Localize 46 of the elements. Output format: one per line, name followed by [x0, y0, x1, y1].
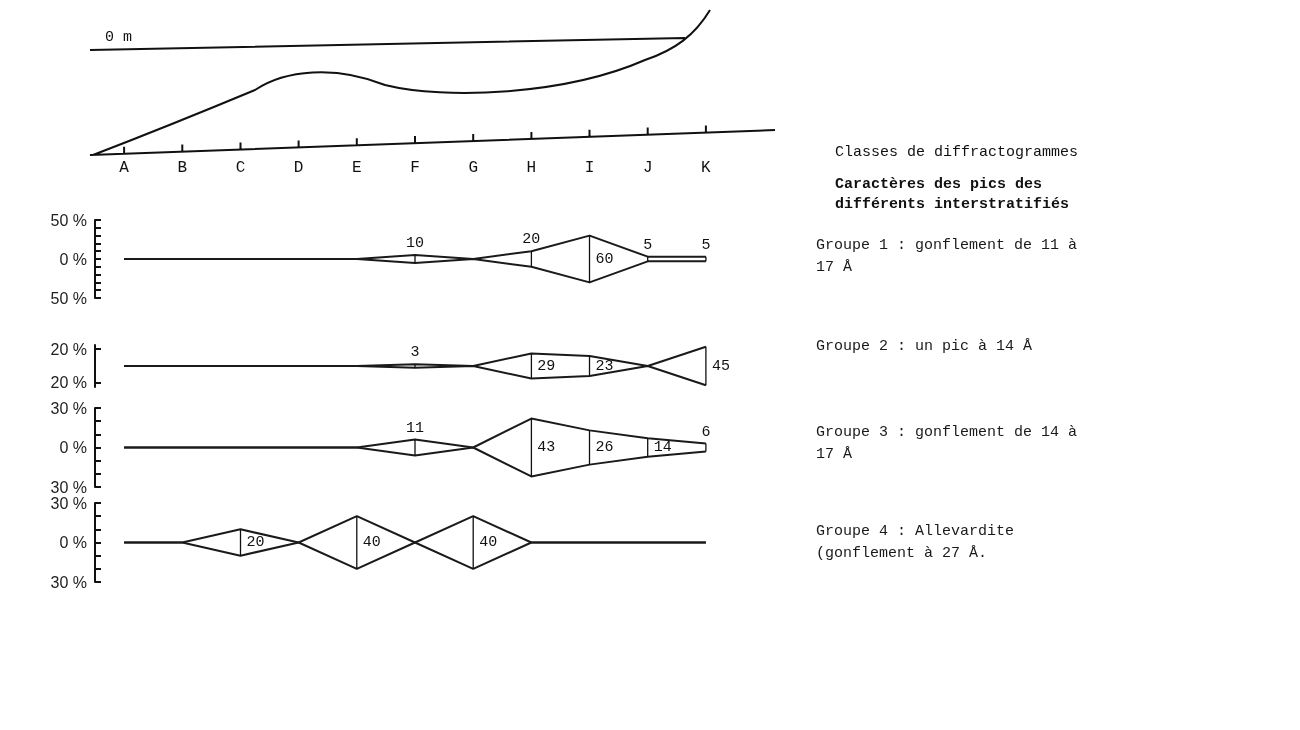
annotation: 20 — [522, 231, 541, 249]
y-tick-label: 20 % — [50, 374, 87, 392]
y-tick-label: 50 % — [50, 211, 87, 229]
y-tick-label: 30 % — [50, 478, 87, 496]
text: Groupe 2 : un pic à 14 Å — [815, 338, 1032, 356]
text: Classes de diffractogrammes — [835, 144, 1079, 161]
y-tick-label: 0 % — [59, 439, 87, 456]
x-tick-label: B — [177, 159, 188, 177]
annotation: 11 — [405, 419, 425, 437]
x-tick-label: K — [701, 159, 712, 177]
y-tick-label: 30 % — [50, 399, 87, 417]
text: Groupe 1 : gonflement de 11 à 17 Å — [815, 237, 1086, 277]
annotation: 14 — [653, 439, 672, 456]
annotation: 40 — [479, 534, 498, 551]
x-tick-label: E — [352, 159, 362, 177]
x-tick-label: F — [410, 159, 420, 177]
text: Groupe 4 : Allevardite (gonflement à 27 Å. — [815, 523, 1023, 562]
annotation: 20 — [246, 534, 265, 551]
annotation: 6 — [701, 423, 711, 441]
y-tick-label: 20 % — [50, 340, 87, 358]
y-tick-label: 30 % — [50, 573, 87, 591]
y-tick-label: 50 % — [50, 289, 87, 307]
text: 0 m — [105, 29, 133, 46]
x-tick-label: C — [235, 159, 246, 177]
annotation: 5 — [643, 236, 653, 254]
annotation: 5 — [701, 236, 711, 254]
y-tick-label: 0 % — [59, 534, 87, 551]
x-tick-label: A — [119, 159, 130, 177]
x-tick-label: I — [584, 159, 595, 177]
annotation: 40 — [362, 534, 381, 551]
y-tick-label: 30 % — [50, 494, 87, 512]
x-tick-label: G — [468, 159, 478, 177]
text: Caractères des pics des différents interstratifiés — [835, 175, 1070, 213]
annotation: 60 — [595, 250, 614, 268]
annotation: 10 — [405, 235, 425, 253]
annotation: 23 — [595, 357, 614, 375]
annotation: 45 — [711, 357, 730, 375]
x-tick-label: J — [642, 159, 653, 177]
x-tick-label: H — [526, 159, 537, 177]
y-tick-label: 0 % — [59, 250, 87, 268]
annotation: 26 — [595, 439, 614, 456]
x-tick-label: D — [293, 159, 304, 177]
text: Groupe 3 : gonflement de 14 à 17 Å — [815, 424, 1086, 464]
annotation: 3 — [410, 344, 420, 362]
annotation: 43 — [537, 439, 556, 456]
annotation: 29 — [537, 357, 556, 375]
